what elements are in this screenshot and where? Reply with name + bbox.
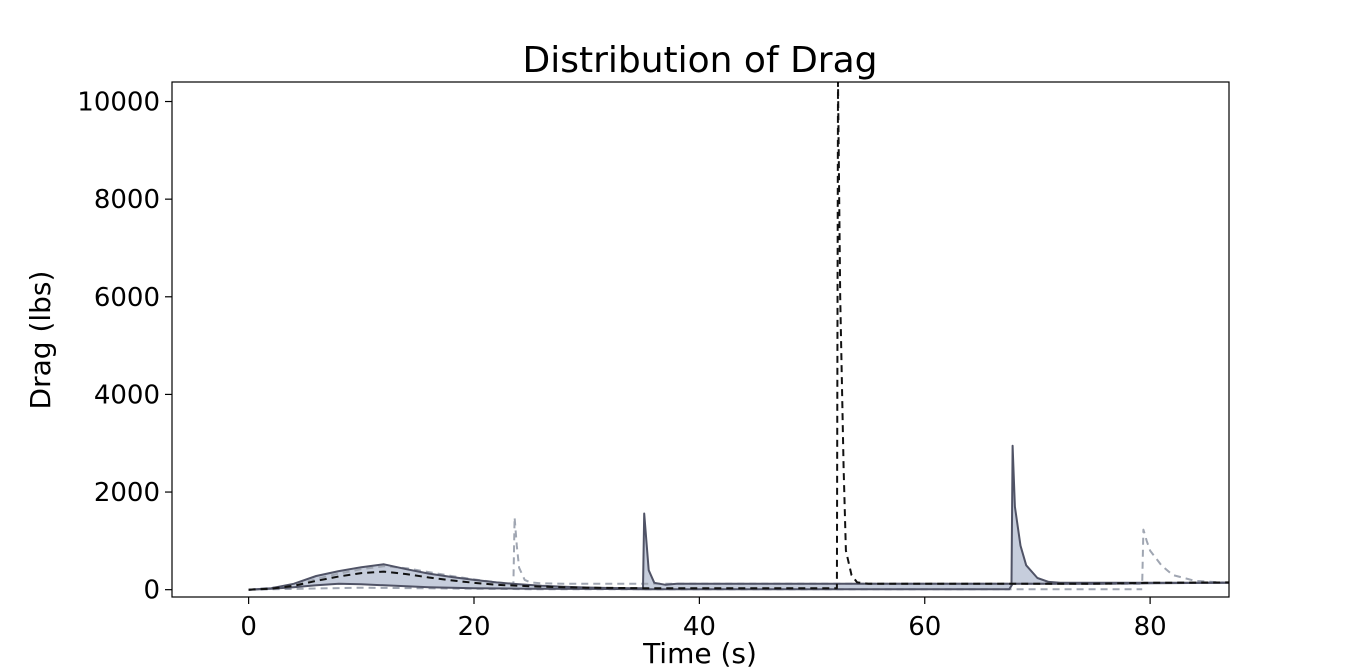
plot-frame: [171, 81, 1230, 598]
x-tick-label: 60: [908, 612, 941, 642]
y-tick-label: 8000: [94, 185, 160, 215]
y-axis: 0 2000 4000 6000 8000 10000: [77, 88, 172, 606]
band-upper-line: [248, 444, 1229, 591]
plot-area: [248, 82, 1229, 591]
x-tick-label: 40: [683, 612, 716, 642]
x-tick-label: 20: [457, 612, 490, 642]
y-axis-title: Drag (lbs): [24, 271, 57, 410]
chart-title: Distribution of Drag: [522, 40, 877, 81]
x-axis: 0 20 40 60 80: [240, 597, 1167, 642]
y-tick-label: 0: [143, 576, 160, 606]
y-tick-label: 4000: [94, 380, 160, 410]
x-tick-label: 0: [240, 612, 257, 642]
median-line: [248, 82, 1229, 591]
y-tick-label: 6000: [94, 283, 160, 313]
x-axis-title: Time (s): [642, 637, 757, 670]
y-tick-label: 10000: [77, 88, 160, 118]
x-tick-label: 80: [1134, 612, 1167, 642]
y-tick-label: 2000: [94, 478, 160, 508]
